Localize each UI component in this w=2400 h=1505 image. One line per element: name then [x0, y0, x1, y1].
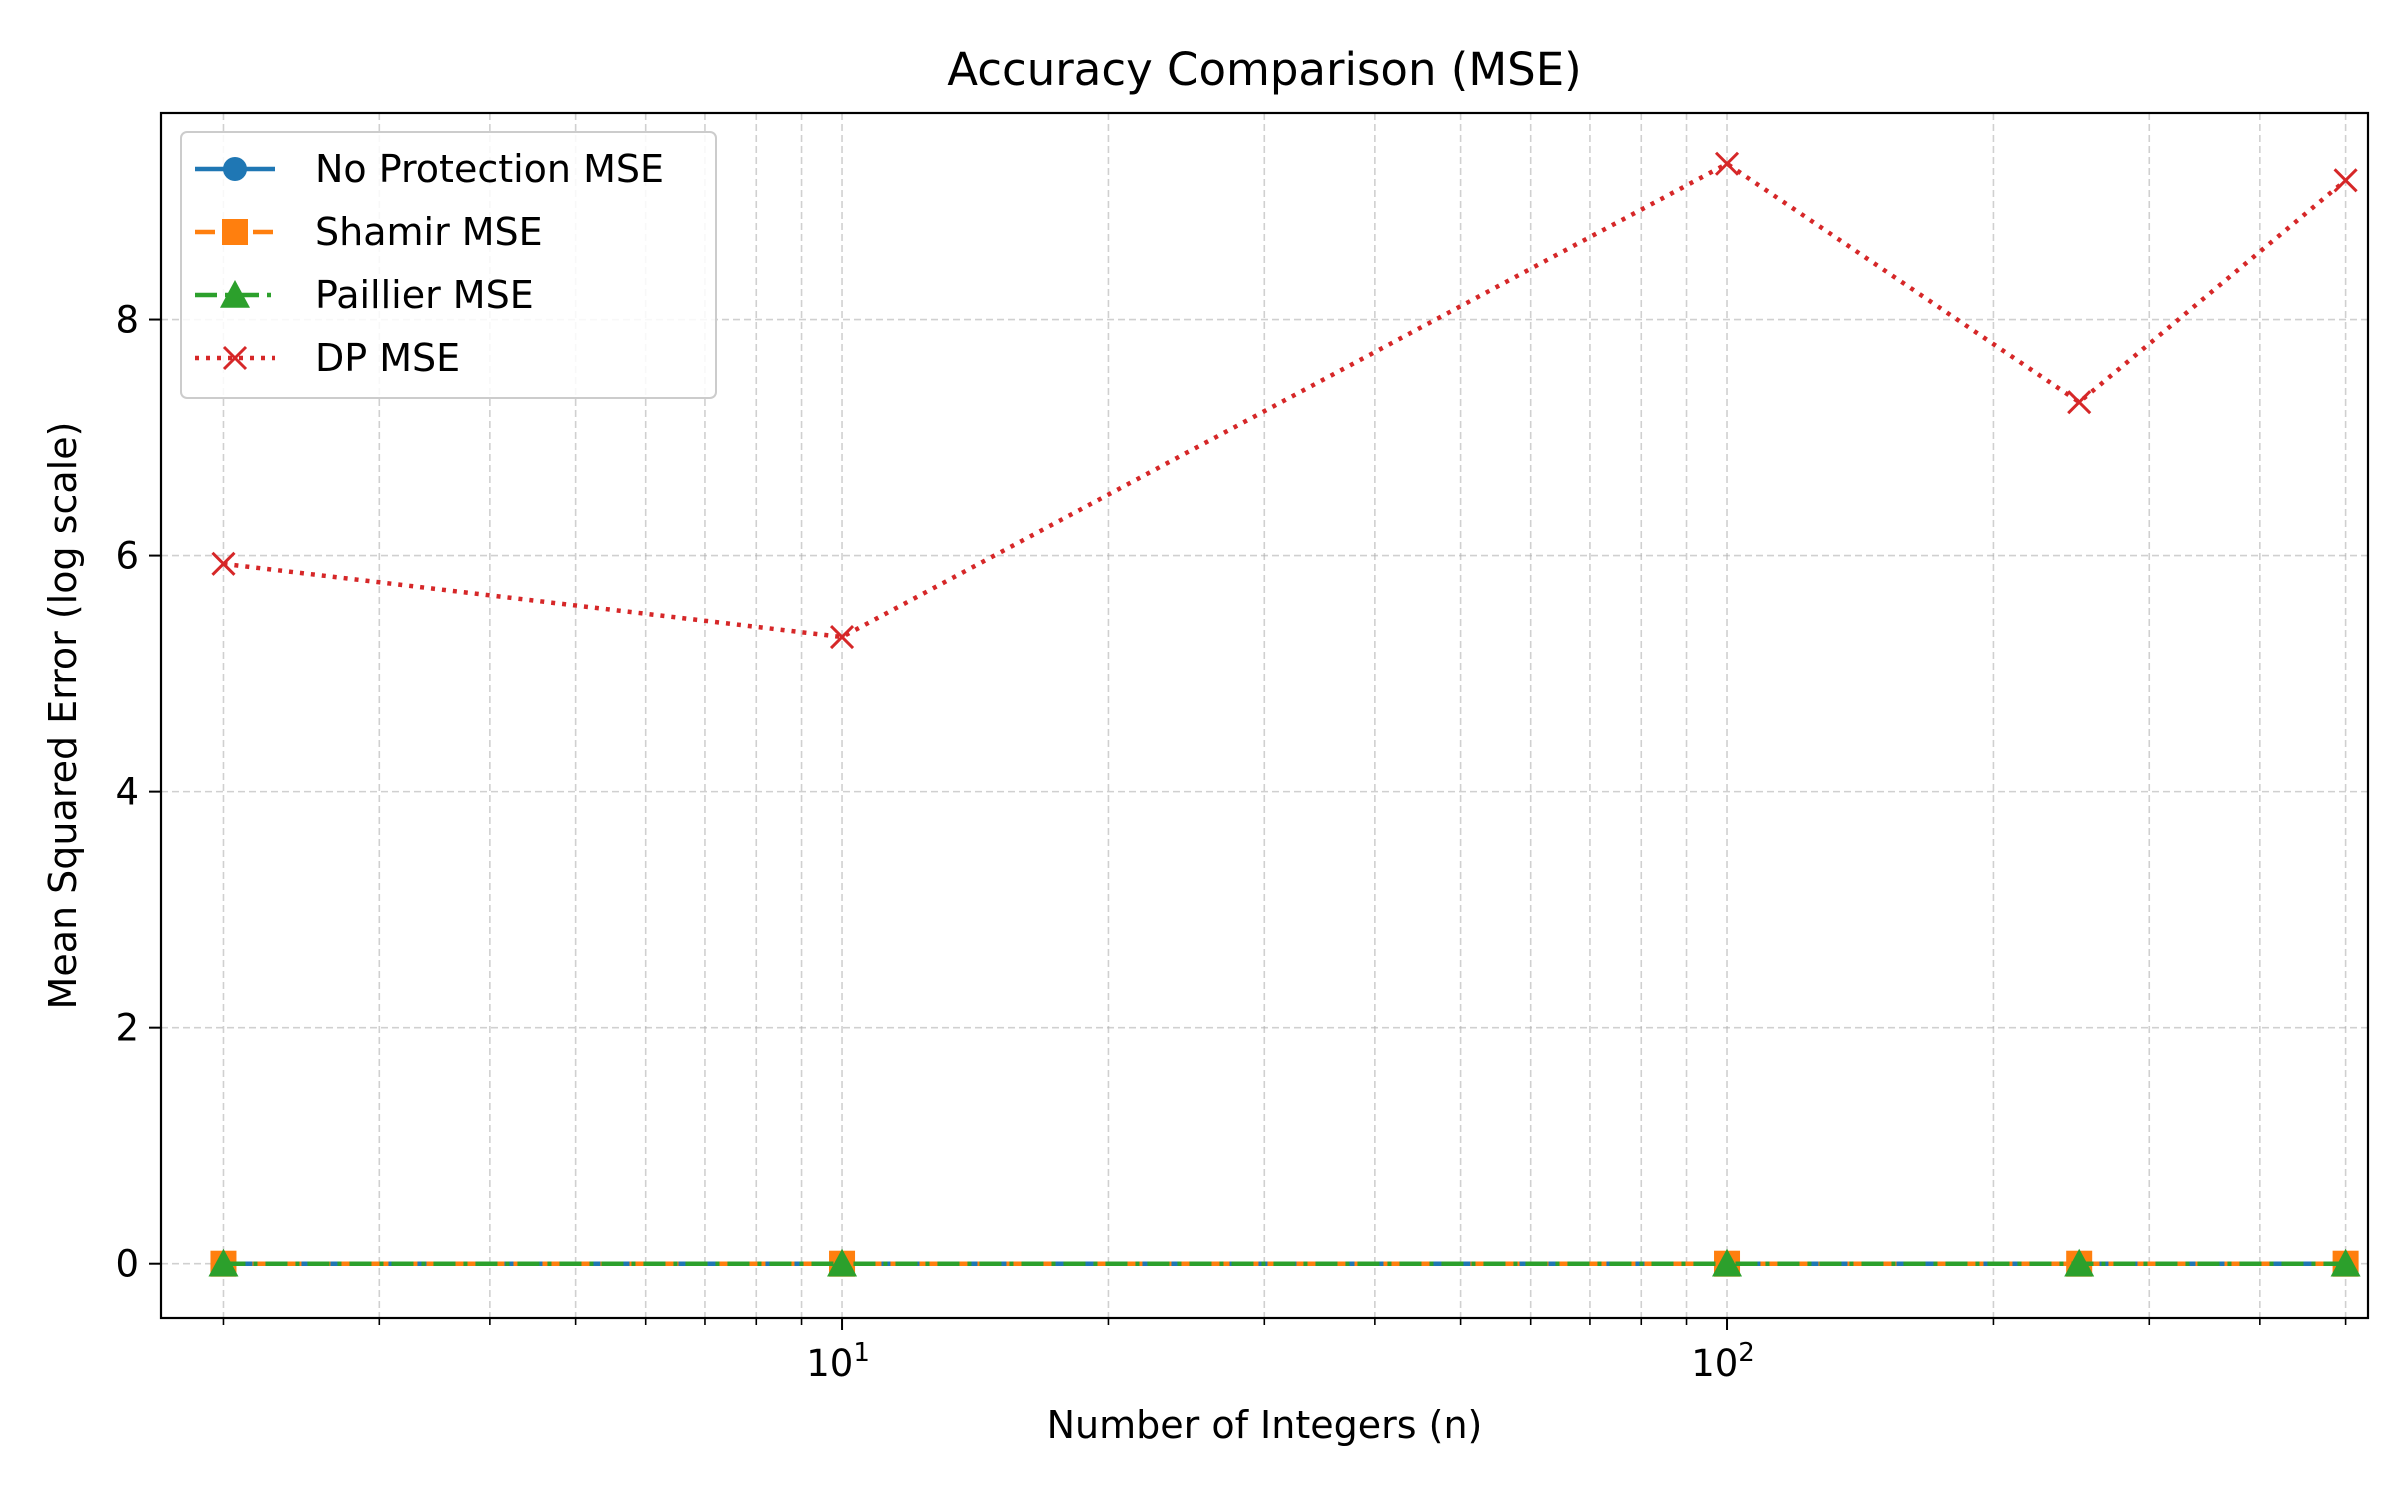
series-dp-mse — [211, 151, 2358, 650]
legend-label: No Protection MSE — [315, 147, 664, 191]
ticks-layer: 101 102 0 2 4 6 8 — [115, 299, 2347, 1385]
series-line — [223, 161, 2348, 640]
legend: No Protection MSE Shamir MSE Paillier MSE D… — [180, 131, 717, 399]
y-tick-label: 0 — [115, 1243, 139, 1286]
legend-item: Shamir MSE — [195, 210, 543, 254]
legend-label: DP MSE — [315, 336, 460, 380]
legend-item: No Protection MSE — [195, 147, 664, 191]
y-tick-label: 6 — [115, 535, 139, 578]
legend-item: DP MSE — [195, 336, 460, 380]
legend-marker — [220, 280, 250, 308]
series-paillier-mse — [208, 1248, 2361, 1277]
x-tick-label: 102 — [1691, 1338, 1755, 1385]
chart-title: Accuracy Comparison (MSE) — [947, 43, 1581, 96]
legend-label: Paillier MSE — [315, 273, 534, 317]
x-axis-label: Number of Integers (n) — [1047, 1403, 1483, 1447]
data-point — [2333, 168, 2358, 193]
y-tick-label: 8 — [115, 299, 139, 342]
data-point — [211, 551, 236, 576]
legend-box — [180, 131, 717, 399]
x-tick-label: 101 — [806, 1338, 870, 1385]
data-point — [1712, 1248, 1743, 1277]
data-point — [208, 1248, 239, 1277]
legend-label: Shamir MSE — [315, 210, 543, 254]
data-point — [2067, 390, 2092, 415]
data-point — [829, 624, 855, 650]
data-point — [2064, 1248, 2095, 1277]
y-tick-label: 2 — [115, 1007, 139, 1050]
data-point — [2330, 1248, 2361, 1277]
legend-item: Paillier MSE — [195, 273, 534, 317]
y-tick-label: 4 — [115, 771, 139, 814]
legend-marker — [222, 345, 248, 371]
data-point — [827, 1248, 858, 1277]
legend-marker — [223, 157, 247, 181]
series-layer — [208, 151, 2361, 1277]
data-point — [1714, 151, 1740, 176]
y-axis-label: Mean Squared Error (log scale) — [41, 422, 85, 1010]
legend-marker — [222, 219, 248, 245]
